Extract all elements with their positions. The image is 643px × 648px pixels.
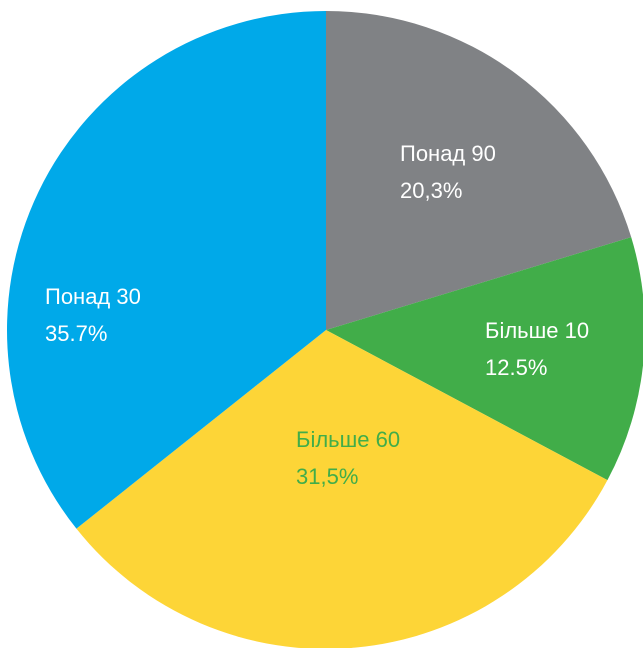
pie-slice <box>326 11 632 330</box>
slice-value-label: 12.5% <box>485 355 547 380</box>
slice-value-label: 20,3% <box>400 178 462 203</box>
slice-label: Понад 90 <box>400 141 496 166</box>
slice-label: Більше 60 <box>296 427 400 452</box>
pie-slice <box>326 237 643 481</box>
slice-label: Понад 30 <box>45 284 141 309</box>
pie-slice <box>76 330 608 648</box>
pie-slice <box>6 10 326 529</box>
slice-value-label: 31,5% <box>296 464 358 489</box>
slice-label: Більше 10 <box>485 318 589 343</box>
slice-value-label: 35.7% <box>45 321 107 346</box>
